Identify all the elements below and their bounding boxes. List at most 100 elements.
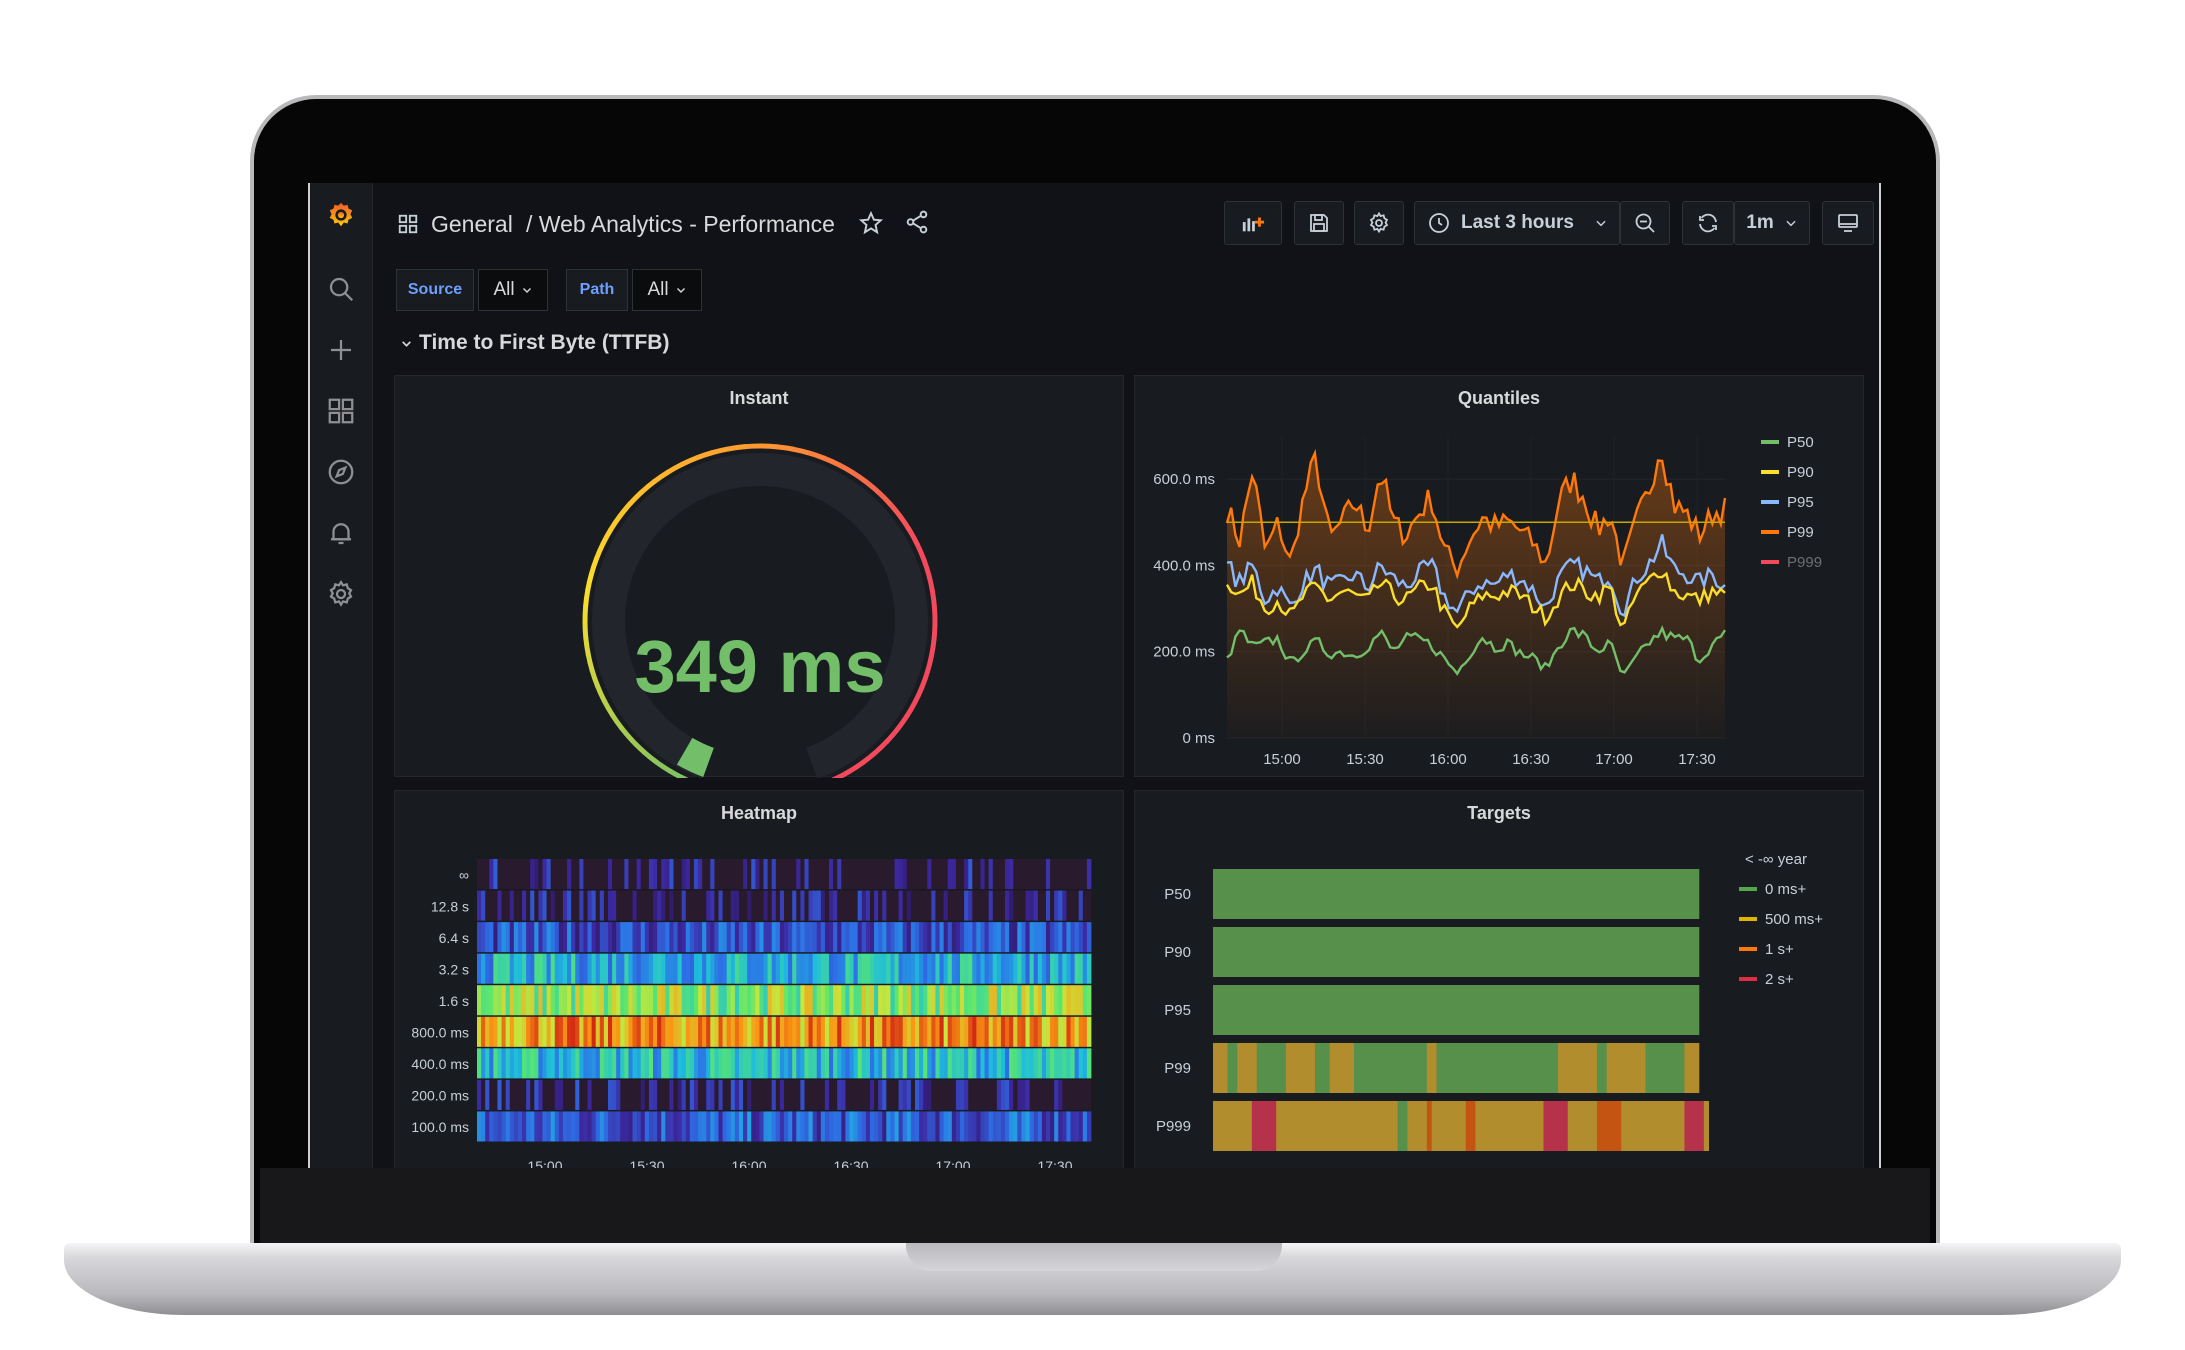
gauge-threshold-arc — [588, 557, 600, 576]
heatmap-cell — [669, 859, 674, 890]
heatmap-cell — [1009, 922, 1014, 953]
configuration-gear-icon[interactable] — [323, 576, 359, 612]
plus-icon[interactable] — [323, 332, 359, 368]
heatmap-cell — [878, 1048, 883, 1079]
dashboard-grid-icon[interactable] — [397, 213, 419, 235]
heatmap-cell — [599, 1111, 605, 1142]
row-label-P50: P50 — [1164, 886, 1191, 903]
heatmap-cell — [894, 890, 900, 921]
heatmap-cell — [914, 890, 920, 921]
heatmap-cell — [726, 1048, 732, 1079]
tv-mode-button[interactable] — [1822, 201, 1874, 245]
variable-select-source[interactable]: All — [478, 269, 548, 311]
heatmap-cell — [779, 953, 785, 984]
heatmap-cell — [1050, 1079, 1055, 1110]
heatmap-cell — [800, 859, 805, 890]
heatmap-cell — [534, 859, 539, 890]
refresh-interval-picker[interactable]: 1m — [1734, 201, 1810, 245]
legend-label-P95: P95 — [1787, 494, 1814, 511]
add-panel-button[interactable] — [1224, 201, 1282, 245]
heatmap-cell — [681, 890, 687, 921]
breadcrumb-folder[interactable]: General — [431, 211, 513, 237]
heatmap-cell — [1005, 985, 1010, 1016]
heatmap-cell — [681, 1079, 687, 1110]
heatmap-cell — [976, 1048, 981, 1079]
heatmap-cell — [1000, 1016, 1006, 1047]
row-header[interactable]: Time to First Byte (TTFB) — [400, 331, 669, 355]
heatmap-cell — [1029, 859, 1035, 890]
heatmap-cell — [792, 953, 797, 984]
heatmap-cell — [485, 1079, 490, 1110]
heatmap-cell — [689, 1079, 695, 1110]
heatmap-cell — [677, 890, 683, 921]
explore-compass-icon[interactable] — [323, 454, 359, 490]
heatmap-cell — [517, 922, 523, 953]
gauge-threshold-arc — [639, 479, 657, 495]
heatmap-cell — [1078, 859, 1084, 890]
refresh-button[interactable] — [1682, 201, 1734, 245]
star-icon[interactable] — [858, 210, 884, 241]
alerting-bell-icon[interactable] — [323, 515, 359, 551]
heatmap-cell — [1017, 890, 1022, 921]
panel-heatmap[interactable]: Heatmap 100.0 ms 200.0 ms 400.0 ms 800.0 ms… — [394, 790, 1124, 1168]
gauge-threshold-arc — [585, 572, 594, 592]
panel-instant[interactable]: Instant 349 ms — [394, 375, 1124, 778]
heatmap-cell — [906, 859, 912, 890]
search-icon[interactable] — [323, 271, 359, 307]
heatmap-cell — [636, 1016, 642, 1047]
heatmap-cell — [1050, 1048, 1055, 1079]
heatmap-cell — [603, 859, 609, 890]
heatmap-cell — [681, 1048, 687, 1079]
heatmap-cell — [616, 1048, 621, 1079]
heatmap-cell — [702, 1111, 707, 1142]
state-segment — [1251, 1101, 1277, 1151]
heatmap-cell — [1041, 1048, 1047, 1079]
heatmap-cell — [530, 859, 535, 890]
heatmap-cell — [538, 922, 543, 953]
state-segment — [1703, 1101, 1710, 1151]
heatmap-cell — [759, 922, 764, 953]
heatmap-cell — [808, 985, 814, 1016]
heatmap-cell — [550, 890, 556, 921]
y-tick-label: 600.0 ms — [1153, 471, 1215, 488]
heatmap-cell — [607, 1111, 613, 1142]
time-range-picker[interactable]: Last 3 hours — [1414, 201, 1620, 245]
heatmap-cell — [653, 953, 658, 984]
heatmap-cell — [1017, 953, 1022, 984]
heatmap-cell — [857, 1111, 863, 1142]
heatmap-cell — [706, 922, 711, 953]
heatmap-cell — [841, 953, 846, 984]
heatmap-cell — [865, 1048, 871, 1079]
heatmap-cell — [681, 1111, 687, 1142]
variable-select-path[interactable]: All — [632, 269, 702, 311]
heatmap-cell — [763, 953, 769, 984]
heatmap-cell — [788, 859, 793, 890]
heatmap-cell — [628, 1079, 633, 1110]
chevron-down-icon — [402, 340, 411, 347]
dashboards-icon[interactable] — [323, 393, 359, 429]
gauge-chart: 349 ms — [582, 443, 938, 778]
breadcrumb-dashboard-title[interactable]: / Web Analytics - Performance — [526, 211, 835, 237]
heatmap-cell — [624, 922, 629, 953]
heatmap-cell — [571, 1111, 576, 1142]
heatmap-cell — [865, 890, 871, 921]
grafana-logo-icon[interactable] — [323, 197, 359, 233]
state-segment — [1436, 1043, 1559, 1093]
heatmap-cell — [673, 890, 678, 921]
share-icon[interactable] — [904, 209, 930, 240]
heatmap-cell — [599, 922, 605, 953]
row-label-P90: P90 — [1164, 944, 1191, 961]
panel-quantiles[interactable]: Quantiles 0 ms 200.0 ms 400.0 ms 600.0 ms 15… — [1134, 375, 1864, 777]
panel-targets[interactable]: Targets P50 P90 P95 P99 P999 < -∞ year 0 ms+ 50… — [1134, 790, 1864, 1168]
save-dashboard-button[interactable] — [1294, 201, 1344, 245]
heatmap-cell — [571, 1016, 576, 1047]
heatmap-cell — [972, 985, 977, 1016]
heatmap-cell — [698, 1079, 703, 1110]
heatmap-cell — [767, 890, 773, 921]
heatmap-cell — [628, 953, 633, 984]
heatmap-cell — [939, 890, 945, 921]
dashboard-settings-button[interactable] — [1354, 201, 1404, 245]
zoom-out-button[interactable] — [1620, 201, 1670, 245]
heatmap-cell — [812, 922, 818, 953]
